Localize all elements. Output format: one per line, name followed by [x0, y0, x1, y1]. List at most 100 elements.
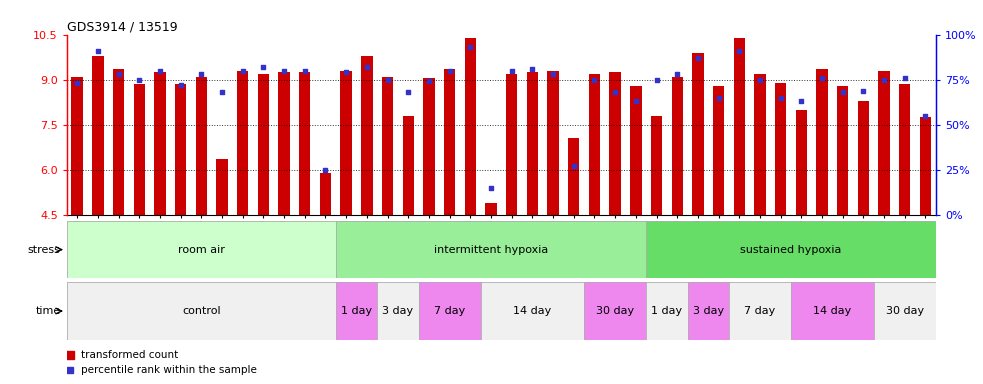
Bar	[837, 86, 848, 215]
Point	[690, 55, 706, 61]
Text: 14 day: 14 day	[513, 306, 551, 316]
Text: 30 day: 30 day	[596, 306, 634, 316]
Point	[276, 68, 292, 74]
Bar	[92, 56, 103, 215]
Bar	[402, 116, 414, 215]
Text: time: time	[35, 306, 61, 316]
Bar	[196, 77, 207, 215]
Bar	[646, 221, 936, 278]
Text: 7 day: 7 day	[434, 306, 465, 316]
Bar	[584, 282, 646, 340]
Point	[876, 77, 892, 83]
Bar	[754, 74, 766, 215]
Bar	[568, 138, 579, 215]
Point	[669, 71, 685, 77]
Bar	[278, 72, 290, 215]
Point	[896, 75, 912, 81]
Point	[400, 89, 416, 95]
Point	[297, 68, 313, 74]
Point	[462, 44, 478, 50]
Bar	[646, 282, 687, 340]
Bar	[589, 74, 601, 215]
Bar	[609, 72, 621, 215]
Point	[111, 71, 127, 77]
Bar	[72, 77, 83, 215]
Point	[359, 64, 375, 70]
Bar	[444, 69, 455, 215]
Point	[793, 98, 809, 104]
Bar	[630, 86, 642, 215]
Bar	[336, 282, 377, 340]
Point	[90, 48, 106, 54]
Point	[855, 88, 871, 94]
Bar	[237, 71, 249, 215]
Bar	[465, 38, 476, 215]
Text: 14 day: 14 day	[813, 306, 851, 316]
Bar	[481, 282, 584, 340]
Point	[256, 64, 271, 70]
Point	[649, 77, 665, 83]
Point	[214, 89, 230, 95]
Text: GDS3914 / 13519: GDS3914 / 13519	[67, 20, 178, 33]
Bar	[134, 84, 145, 215]
Point	[132, 77, 147, 83]
Text: 3 day: 3 day	[693, 306, 723, 316]
Bar	[175, 84, 187, 215]
Text: 1 day: 1 day	[341, 306, 372, 316]
Bar	[258, 74, 269, 215]
Bar	[775, 83, 786, 215]
Text: control: control	[182, 306, 220, 316]
Point	[152, 68, 168, 74]
Text: room air: room air	[178, 245, 225, 255]
Bar	[336, 221, 646, 278]
Bar	[729, 282, 791, 340]
Bar	[920, 117, 931, 215]
Bar	[113, 69, 124, 215]
Point	[483, 185, 498, 191]
Bar	[899, 84, 910, 215]
Bar	[216, 159, 228, 215]
Point	[70, 80, 86, 86]
Point	[628, 98, 644, 104]
Bar	[299, 72, 311, 215]
Bar	[361, 56, 373, 215]
Text: 7 day: 7 day	[744, 306, 776, 316]
Point	[546, 71, 561, 77]
Point	[525, 66, 541, 72]
Point	[711, 95, 726, 101]
Bar	[816, 69, 828, 215]
Bar	[419, 282, 481, 340]
Point	[752, 77, 768, 83]
Text: sustained hypoxia: sustained hypoxia	[740, 245, 841, 255]
Bar	[424, 78, 434, 215]
Bar	[791, 282, 874, 340]
Point	[504, 68, 520, 74]
Bar	[687, 282, 729, 340]
Text: percentile rank within the sample: percentile rank within the sample	[81, 366, 257, 376]
Text: 1 day: 1 day	[652, 306, 682, 316]
Point	[194, 71, 209, 77]
Point	[173, 82, 189, 88]
Point	[566, 163, 582, 169]
Bar	[548, 71, 558, 215]
Bar	[340, 71, 352, 215]
Bar	[692, 53, 704, 215]
Bar	[377, 282, 419, 340]
Point	[318, 167, 333, 173]
Point	[773, 95, 788, 101]
Text: stress: stress	[28, 245, 61, 255]
Point	[379, 77, 395, 83]
Point	[338, 70, 354, 76]
Bar	[795, 110, 807, 215]
Bar	[527, 72, 538, 215]
Point	[814, 75, 830, 81]
Bar	[713, 86, 724, 215]
Point	[441, 68, 457, 74]
Bar	[67, 282, 336, 340]
Point	[421, 78, 436, 84]
Text: 30 day: 30 day	[886, 306, 924, 316]
Bar	[874, 282, 936, 340]
Point	[835, 89, 850, 95]
Bar	[486, 203, 496, 215]
Bar	[381, 77, 393, 215]
